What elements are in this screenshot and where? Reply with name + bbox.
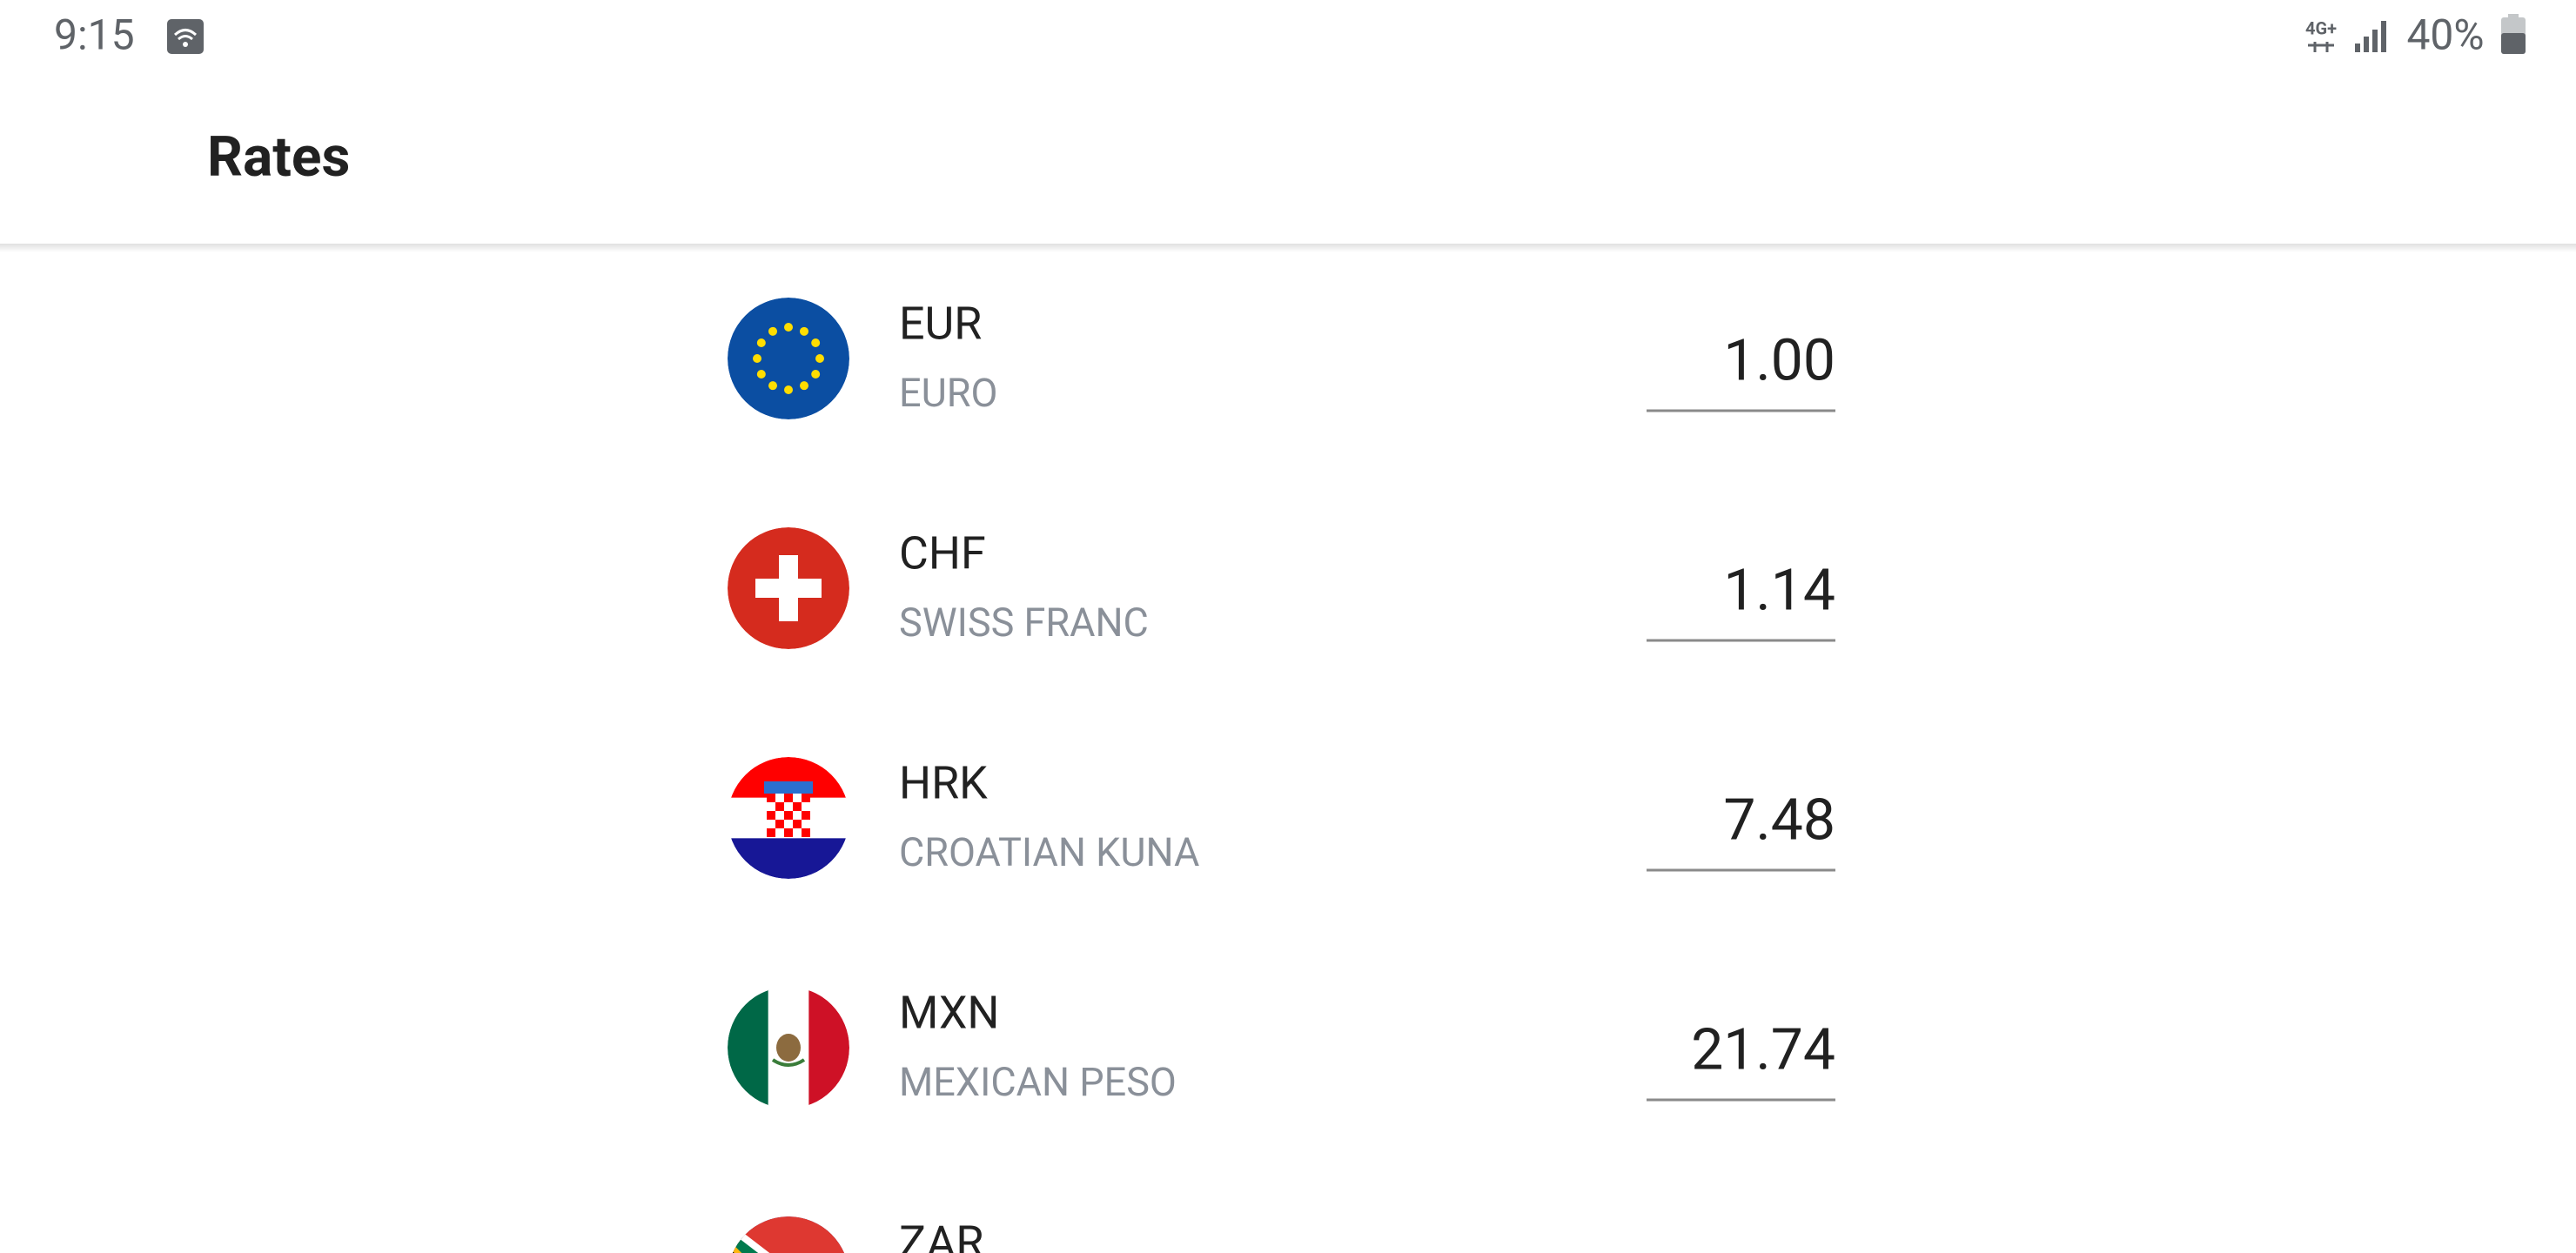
rate-input[interactable]: 1.14 bbox=[1647, 557, 1835, 642]
network-type: 4G+ bbox=[2305, 17, 2337, 38]
currency-flag bbox=[728, 987, 849, 1109]
currency-code: ZAR bbox=[899, 1216, 983, 1253]
currency-flag bbox=[728, 298, 849, 419]
rate-row: ZAR bbox=[728, 1216, 983, 1253]
currency-flag bbox=[728, 1216, 849, 1253]
rate-value: 1.14 bbox=[1723, 557, 1835, 624]
rate-value: 7.48 bbox=[1723, 787, 1835, 854]
battery-icon bbox=[2501, 14, 2526, 54]
rate-row: CHF SWISS FRANC 1.14 bbox=[728, 527, 1835, 649]
rates-list: EUR EURO 1.00 CHF SWISS FRANC 1.14 HRK CROATIAN… bbox=[728, 298, 1835, 1253]
currency-code: EUR bbox=[899, 298, 982, 351]
wifi-icon bbox=[167, 19, 204, 54]
rate-input[interactable]: 1.00 bbox=[1647, 327, 1835, 412]
signal-icon bbox=[2355, 21, 2386, 52]
rate-value: 1.00 bbox=[1723, 327, 1835, 394]
rate-row: HRK CROATIAN KUNA 7.48 bbox=[728, 757, 1835, 879]
status-time: 9:15 bbox=[54, 10, 135, 60]
currency-code: CHF bbox=[899, 527, 986, 580]
rate-row: MXN MEXICAN PESO 21.74 bbox=[728, 987, 1835, 1109]
rate-input[interactable]: 7.48 bbox=[1647, 787, 1835, 872]
currency-code: HRK bbox=[899, 757, 988, 810]
currency-flag bbox=[728, 527, 849, 649]
currency-name: MEXICAN PESO bbox=[899, 1059, 1177, 1105]
currency-name: EURO bbox=[899, 370, 997, 416]
app-bar bbox=[0, 0, 2576, 245]
rate-value: 21.74 bbox=[1691, 1016, 1835, 1083]
currency-code: MXN bbox=[899, 987, 1000, 1040]
currency-flag bbox=[728, 757, 849, 879]
currency-name: SWISS FRANC bbox=[899, 600, 1149, 646]
app-title: Rates bbox=[207, 124, 350, 190]
battery-percent: 40% bbox=[2406, 10, 2484, 60]
currency-name: CROATIAN KUNA bbox=[899, 829, 1199, 875]
app-bar-shadow bbox=[0, 244, 2576, 252]
data-arrows bbox=[2308, 42, 2334, 52]
rate-input[interactable]: 21.74 bbox=[1647, 1016, 1835, 1102]
rate-row: EUR EURO 1.00 bbox=[728, 298, 1835, 419]
